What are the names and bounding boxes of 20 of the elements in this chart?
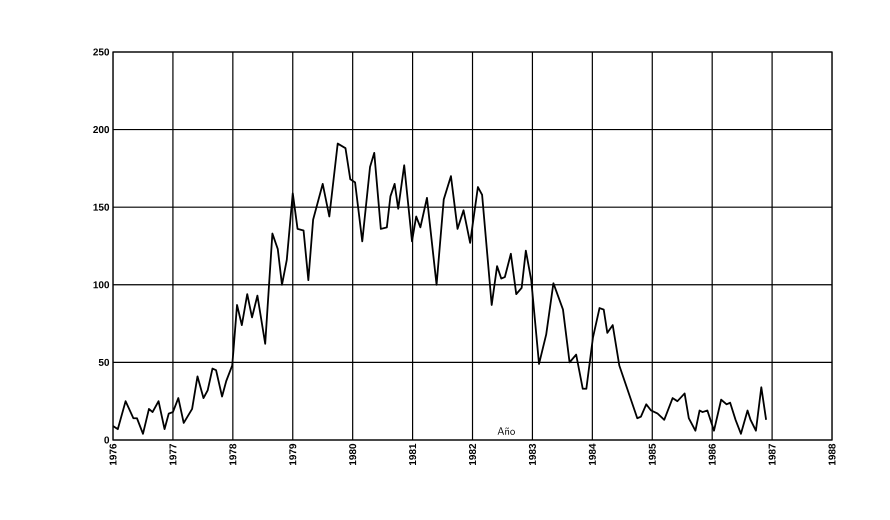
x-tick-label: 1976 [109,444,117,466]
x-tick-label: 1982 [468,444,476,466]
x-tick-label: 1983 [528,444,536,466]
y-tick-label: 100 [93,281,110,288]
x-tick-label: 1987 [768,444,776,466]
x-tick-label: 1978 [229,444,236,466]
x-tick-label: 1981 [409,444,416,466]
x-tick-label: 1977 [169,444,176,466]
x-tick-label: 1986 [708,444,716,466]
y-tick-label: 250 [93,48,110,56]
y-tick-label: 200 [93,126,110,134]
x-tick-label: 1979 [289,444,296,466]
x-axis-title: Año [498,427,515,435]
x-tick-label: 1984 [588,444,596,466]
x-tick-label: 1985 [648,444,656,466]
x-tick-label: 1980 [349,444,356,466]
y-tick-label: 150 [93,204,110,211]
y-tick-label: 50 [98,358,110,366]
x-tick-label: 1988 [828,444,836,466]
y-tick-label: 0 [104,436,110,444]
